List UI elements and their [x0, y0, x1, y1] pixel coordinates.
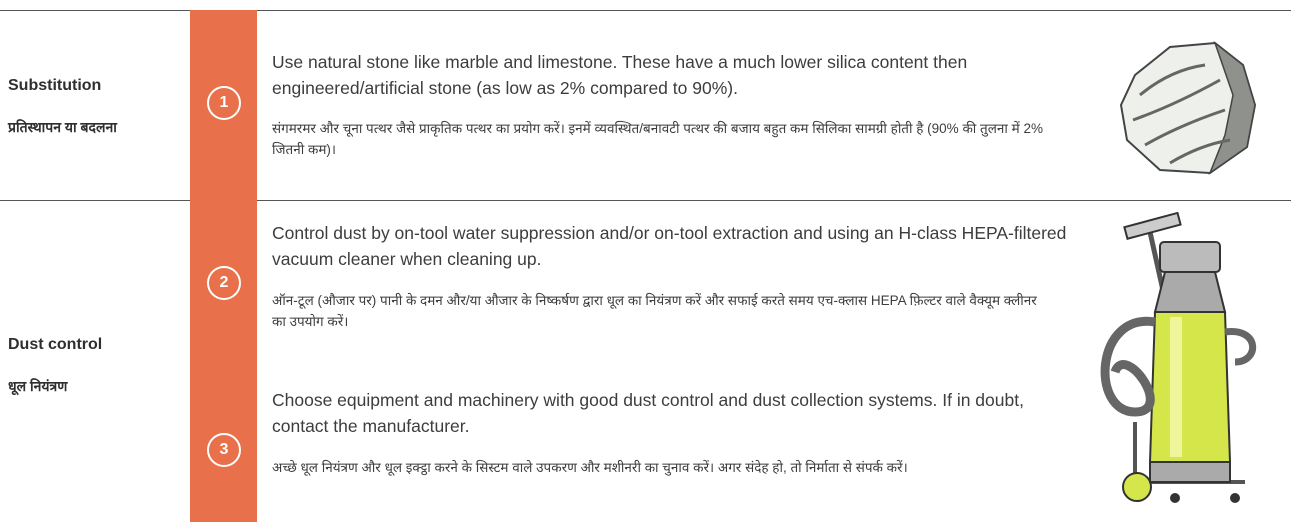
step-text-hindi: ऑन-टूल (औजार पर) पानी के दमन और/या औजार … [272, 290, 1052, 332]
row-label: Substitution [8, 77, 101, 95]
step-number: 1 [207, 86, 241, 120]
step-number: 3 [207, 433, 241, 467]
page: {"rows": [ {"label": "Substitution", "la… [0, 0, 1291, 522]
step-text-hindi: अच्छे धूल नियंत्रण और धूल इक्ट्ठा करने क… [272, 457, 1052, 478]
step-text: Choose equipment and machinery with good… [272, 387, 1072, 439]
vacuum-illustration [1095, 212, 1265, 510]
step-text: Use natural stone like marble and limest… [272, 49, 1072, 101]
step-number: 2 [207, 266, 241, 300]
row-label-hindi: प्रतिस्थापन या बदलना [8, 118, 117, 137]
stone-illustration [1115, 35, 1260, 180]
step-text-hindi: संगमरमर और चूना पत्थर जैसे प्राकृतिक पत्… [272, 118, 1052, 160]
step-text: Control dust by on-tool water suppressio… [272, 220, 1072, 272]
row-label-hindi: धूल नियंत्रण [8, 377, 67, 396]
row-label: Dust control [8, 336, 102, 354]
